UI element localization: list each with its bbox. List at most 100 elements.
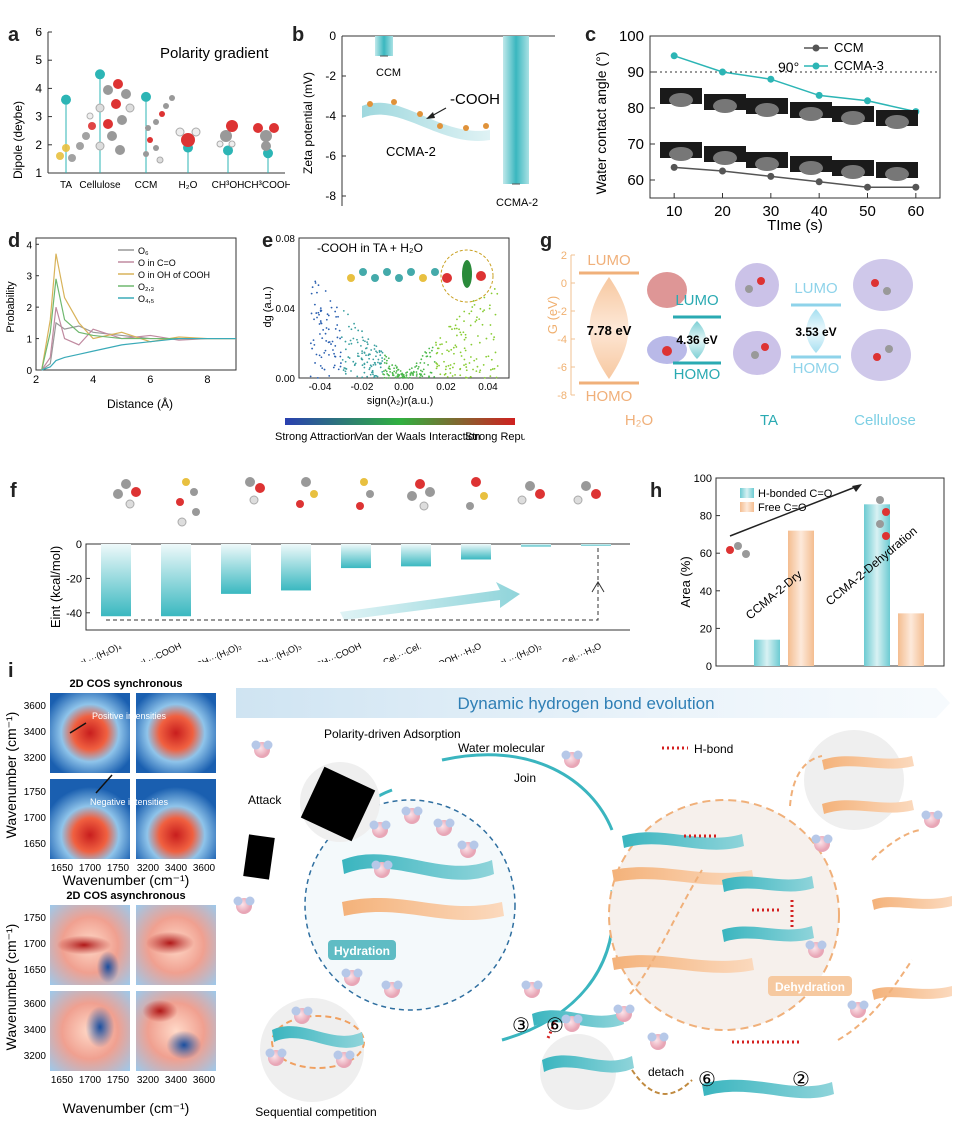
detach-label: detach — [648, 1065, 684, 1079]
i-ytick: 1700 — [24, 939, 47, 950]
panel-c-xtick: 60 — [907, 203, 924, 220]
i-ytick: 3600 — [24, 999, 47, 1010]
i-ytick: 1750 — [24, 787, 47, 798]
trend-line — [729, 485, 859, 537]
panel-f-category: COOH···(H₂O)₂ — [182, 641, 243, 662]
panel-f-category: COOH···(H₂O)₃ — [242, 641, 303, 662]
panel-a-ytick: 1 — [35, 166, 42, 180]
panel-e-xtick: -0.02 — [351, 382, 374, 393]
panel-h-ytick: 60 — [700, 548, 712, 560]
c-point — [864, 97, 871, 105]
droplet — [799, 161, 823, 175]
polarity-label: Polarity-driven Adsorption — [324, 727, 461, 741]
panel-a-category: Cellulose — [79, 180, 121, 191]
water-molecule — [811, 834, 833, 852]
i-xtick: 1650 — [51, 1075, 74, 1086]
panel-c-xtick: 50 — [859, 203, 876, 220]
f-bar — [461, 544, 491, 560]
panel-c-xtick: 10 — [666, 203, 683, 220]
d-series-line — [41, 321, 236, 371]
positive-label: Positive intensities — [92, 711, 167, 721]
panel-f-ytick: 0 — [76, 539, 82, 551]
panel-a-ytick: 2 — [35, 138, 42, 152]
panel-c-ytick: 70 — [627, 136, 644, 153]
f-bar — [101, 544, 131, 617]
panel-label-b: b — [292, 24, 305, 46]
panel-i-chart: 2D COS synchronous Positive intensities … — [3, 678, 216, 1116]
mol-label-cellulose: Cellulose — [854, 412, 916, 429]
c-series-line — [673, 55, 916, 113]
rdg-colorbar — [285, 418, 515, 425]
panel-c-ytick: 100 — [619, 28, 644, 45]
panel-g-ytick: -6 — [557, 362, 567, 374]
panel-a-ytick: 6 — [35, 28, 42, 39]
ccm-bar-label: CCM — [376, 67, 401, 79]
hydration-tag — [328, 940, 396, 960]
panel-e-ytick: 0.00 — [276, 374, 296, 385]
dehydration-label: Dehydration — [775, 980, 845, 994]
dehydration-tag — [768, 976, 852, 996]
negative-label: Negative intensities — [90, 797, 169, 807]
i-xtick: 3200 — [137, 863, 160, 874]
site-3: ③ — [512, 1015, 530, 1037]
water-molecule — [805, 940, 827, 958]
panel-label-h: h — [650, 480, 663, 502]
b-bar — [375, 36, 393, 56]
h2o-orbital-model — [647, 272, 687, 364]
d-legend-entry: O₂‚₃ — [138, 282, 154, 292]
f-bar — [521, 544, 551, 547]
i-ytick: 3400 — [24, 727, 47, 738]
panel-b-ytick: 0 — [329, 29, 336, 43]
panel-c-legend: CCM CCMA-3 — [804, 40, 884, 73]
droplet — [669, 93, 693, 107]
panel-a-annotation: Polarity gradient — [160, 45, 269, 62]
f-bar — [341, 544, 371, 569]
async-title: 2D COS asynchronous — [66, 890, 185, 902]
site-2: ② — [792, 1069, 810, 1091]
cellulose-ribbon-center — [342, 854, 494, 880]
panel-c-xtick: 30 — [762, 203, 779, 220]
h-bar — [754, 639, 780, 666]
h-bar — [788, 530, 814, 666]
d-legend-entry: O₄‚₅ — [138, 294, 155, 304]
panel-d-xlabel: Distance (Å) — [107, 396, 173, 411]
water-molecule — [647, 1032, 669, 1050]
panel-e-title: -COOH in TA + H₂O — [317, 241, 423, 255]
c-point — [864, 183, 871, 191]
water-molecule — [561, 1014, 583, 1032]
panel-b-chart: Zeta potential (mV) 0 -2 -4 -6 -8 -COOH CCMA… — [301, 29, 555, 209]
d-legend-entry: O₆ — [138, 246, 149, 256]
cellulose-molecule-model — [95, 79, 135, 155]
panel-d-xtick: 6 — [147, 374, 153, 386]
sync-map-2 — [136, 693, 216, 773]
i-ytick: 3400 — [24, 1025, 47, 1036]
h2o-homo: HOMO — [586, 388, 633, 405]
sync-ylabel: Wavenumber (cm⁻¹) — [3, 712, 19, 839]
water-molecule — [291, 1006, 313, 1024]
water-molecule — [401, 806, 423, 824]
panel-h-ytick: 0 — [706, 661, 712, 670]
c-point — [670, 52, 678, 60]
h-bar — [864, 504, 890, 666]
i-ytick: 1700 — [24, 813, 47, 824]
water-molecule — [613, 1004, 635, 1022]
panel-a-ytick: 5 — [35, 53, 42, 67]
i-xtick: 1700 — [79, 863, 102, 874]
cel-homo: HOMO — [793, 360, 840, 377]
water-molecule — [333, 1050, 355, 1068]
h2o-gap: 7.78 eV — [587, 323, 632, 338]
c-point — [719, 167, 726, 175]
i-xtick: 1750 — [107, 1075, 130, 1086]
panel-c-ylabel: Water contact angle (°) — [593, 52, 609, 195]
water-molecule — [371, 860, 393, 878]
water-molecule — [265, 1048, 287, 1066]
panel-f-category: Cel.···(H₂O)₄ — [72, 641, 123, 662]
trend-arrow — [340, 582, 520, 620]
i-xtick: 3400 — [165, 863, 188, 874]
water-molecule — [433, 818, 455, 836]
b-bar — [503, 36, 529, 184]
d-legend-entry: O in OH of COOH — [138, 270, 210, 280]
legend-ccm: CCM — [834, 40, 864, 55]
site-6b: ⑥ — [698, 1069, 716, 1091]
panel-g-ylabel: G (eV) — [545, 296, 560, 334]
